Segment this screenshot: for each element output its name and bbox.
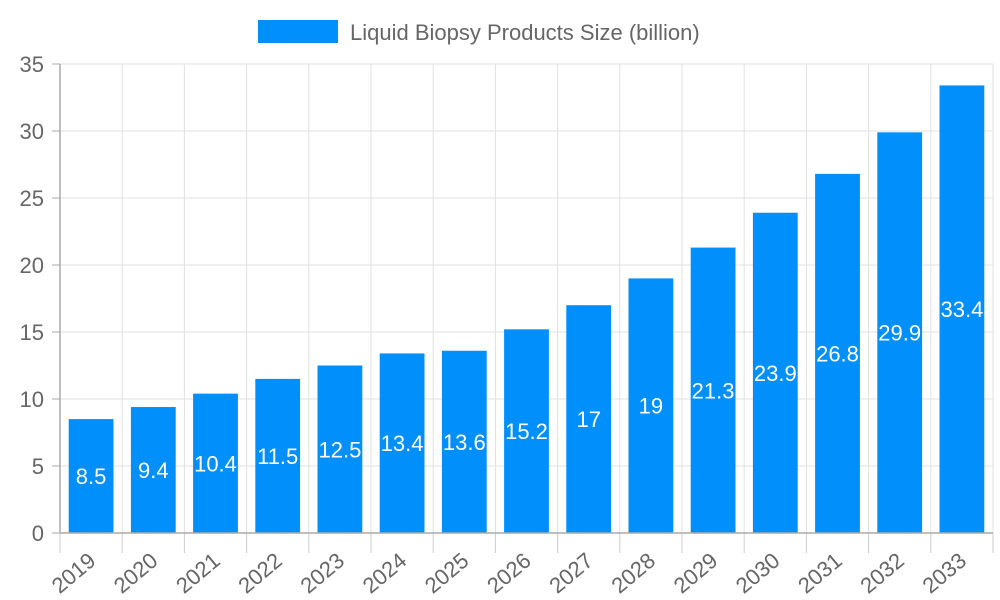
data-label-2023: 12.5 bbox=[318, 437, 361, 462]
data-label-2033: 33.4 bbox=[940, 297, 983, 322]
x-tick-label: 2027 bbox=[544, 548, 598, 599]
x-tick-label: 2019 bbox=[47, 548, 101, 599]
data-label-2022: 11.5 bbox=[257, 444, 298, 469]
data-label-2027: 17 bbox=[576, 407, 600, 432]
y-tick-label: 5 bbox=[32, 454, 44, 479]
y-tick-label: 20 bbox=[20, 253, 44, 278]
data-label-2028: 19 bbox=[639, 394, 663, 419]
x-tick-label: 2020 bbox=[109, 548, 163, 599]
data-label-2031: 26.8 bbox=[816, 341, 859, 366]
y-tick-label: 30 bbox=[20, 119, 44, 144]
bar-2028 bbox=[628, 278, 674, 533]
bar-2019 bbox=[68, 419, 114, 533]
y-tick-label: 10 bbox=[20, 387, 44, 412]
bar-2027 bbox=[566, 305, 612, 533]
y-tick-label: 25 bbox=[20, 186, 44, 211]
bar-2022 bbox=[255, 378, 301, 533]
data-label-2025: 13.6 bbox=[443, 430, 486, 455]
x-tick-label: 2033 bbox=[918, 548, 972, 599]
data-labels: 8.5 9.4 10.4 11.5 12.5 13.4 13.6 15.2 17 19 21.3 23… bbox=[76, 297, 984, 489]
bar-2029 bbox=[690, 247, 736, 533]
data-label-2019: 8.5 bbox=[76, 464, 107, 489]
y-tick-label: 15 bbox=[20, 320, 44, 345]
bar-2031 bbox=[815, 173, 860, 533]
bar-2026 bbox=[504, 329, 549, 533]
bars bbox=[68, 85, 985, 534]
x-tick-label: 2029 bbox=[669, 548, 723, 599]
bar-2021 bbox=[193, 393, 238, 533]
x-tick-label: 2022 bbox=[233, 548, 287, 599]
x-tick-label: 2032 bbox=[855, 548, 909, 599]
data-label-2021: 10.4 bbox=[194, 451, 237, 476]
x-tick-label: 2026 bbox=[482, 548, 536, 599]
bar-2030 bbox=[752, 212, 798, 534]
x-tick-label: 2030 bbox=[731, 548, 785, 599]
bar-2025 bbox=[441, 350, 487, 533]
x-tick-label: 2031 bbox=[793, 548, 847, 599]
x-tick-label: 2023 bbox=[296, 548, 350, 599]
grid bbox=[59, 63, 994, 534]
bar-2024 bbox=[379, 353, 425, 533]
data-label-2029: 21.3 bbox=[692, 378, 735, 403]
legend-label: Liquid Biopsy Products Size (billion) bbox=[350, 20, 700, 45]
x-tick-label: 2024 bbox=[358, 548, 412, 599]
y-tick-label: 0 bbox=[32, 521, 44, 546]
bar-2032 bbox=[877, 132, 923, 533]
bar-2023 bbox=[317, 365, 363, 533]
data-label-2024: 13.4 bbox=[381, 431, 424, 456]
bar-2020 bbox=[130, 407, 176, 533]
legend[interactable]: Liquid Biopsy Products Size (billion) bbox=[258, 20, 700, 45]
x-tick-label: 2028 bbox=[607, 548, 661, 599]
data-label-2030: 23.9 bbox=[754, 361, 797, 386]
data-label-2020: 9.4 bbox=[138, 458, 169, 483]
bar-2033 bbox=[939, 85, 985, 533]
data-label-2026: 15.2 bbox=[505, 419, 548, 444]
x-tick-label: 2025 bbox=[420, 548, 474, 599]
legend-swatch bbox=[258, 20, 338, 43]
y-tick-label: 35 bbox=[20, 52, 44, 77]
x-tick-label: 2021 bbox=[171, 548, 225, 599]
data-label-2032: 29.9 bbox=[878, 321, 921, 346]
